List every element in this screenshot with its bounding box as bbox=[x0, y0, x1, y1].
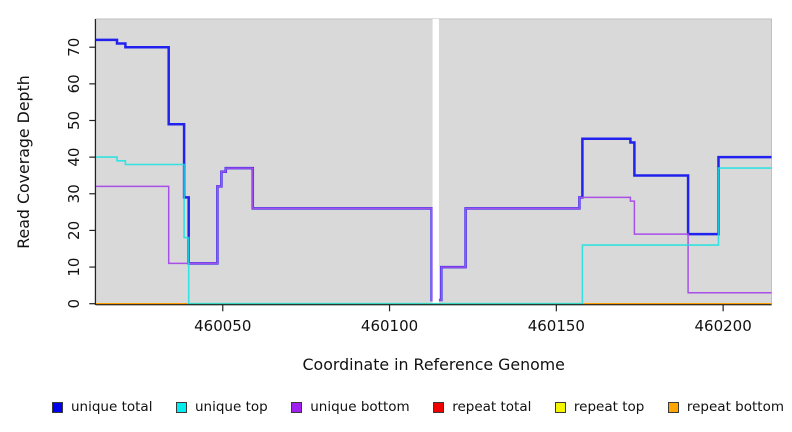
legend-item-repeat-bottom: repeat bottom bbox=[667, 399, 784, 415]
unique-top-swatch-icon bbox=[176, 401, 187, 413]
legend-item-repeat-total: repeat total bbox=[433, 399, 531, 415]
y-tick-label: 50 bbox=[65, 111, 83, 130]
repeat-total-swatch-icon bbox=[433, 401, 445, 413]
legend-label: unique total bbox=[71, 399, 153, 415]
legend-label: unique bottom bbox=[310, 399, 410, 415]
x-tick-label: 460200 bbox=[694, 317, 751, 335]
series-unique-top bbox=[96, 156, 772, 305]
y-tick-label: 40 bbox=[65, 148, 83, 167]
legend-item-unique-top: unique top bbox=[176, 399, 268, 415]
series-group bbox=[96, 19, 772, 305]
legend-label: repeat top bbox=[573, 399, 645, 415]
ticks-group: 0 10 20 30 40 50 60 70 460050 460100 460150 460200 bbox=[65, 38, 752, 335]
legend-label: unique top bbox=[195, 399, 268, 415]
legend-item-repeat-top: repeat top bbox=[554, 399, 645, 415]
x-tick-label: 460050 bbox=[194, 317, 251, 335]
x-axis-title: Coordinate in Reference Genome bbox=[303, 355, 565, 374]
repeat-top-swatch-icon bbox=[554, 401, 566, 413]
y-tick-label: 10 bbox=[65, 258, 83, 277]
legend-item-unique-bottom: unique bottom bbox=[291, 399, 410, 415]
unique-total-swatch-icon bbox=[52, 401, 63, 413]
y-tick-label: 30 bbox=[65, 184, 83, 203]
legend-item-unique-total: unique total bbox=[52, 399, 152, 415]
legend-label: repeat total bbox=[452, 399, 532, 415]
y-tick-label: 70 bbox=[65, 38, 83, 57]
unique-bottom-swatch-icon bbox=[291, 401, 303, 413]
no-data-gap bbox=[432, 19, 439, 303]
repeat-bottom-swatch-icon bbox=[667, 401, 679, 413]
legend: unique total unique top unique bottom re… bbox=[52, 399, 784, 415]
y-tick-label: 60 bbox=[65, 74, 83, 93]
y-axis-title: Read Coverage Depth bbox=[14, 75, 33, 249]
legend-label: repeat bottom bbox=[686, 399, 784, 415]
y-tick-label: 0 bbox=[65, 299, 83, 309]
y-tick-label: 20 bbox=[65, 221, 83, 240]
x-tick-label: 460100 bbox=[361, 317, 418, 335]
x-tick-label: 460150 bbox=[528, 317, 585, 335]
